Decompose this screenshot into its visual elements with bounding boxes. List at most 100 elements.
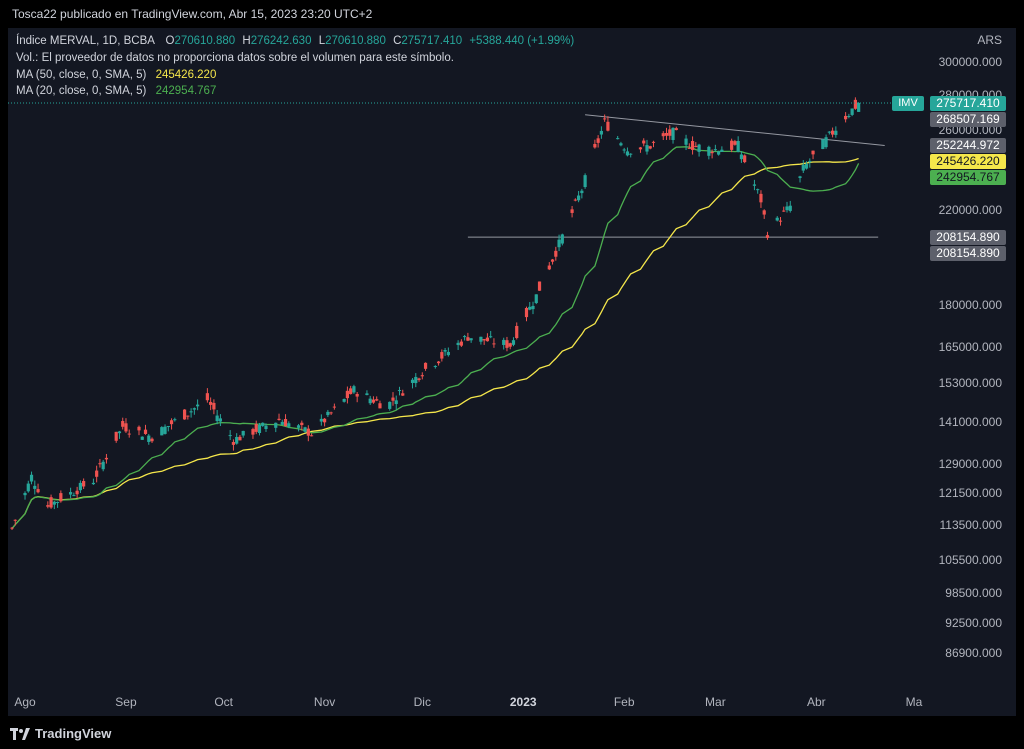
candle <box>212 399 216 415</box>
candle <box>241 430 245 438</box>
candle <box>368 395 372 405</box>
candle <box>446 347 450 357</box>
candle <box>254 420 258 435</box>
price-chart-svg[interactable] <box>8 28 1016 716</box>
time-axis-tick: Feb <box>613 695 635 709</box>
candle <box>10 526 14 531</box>
candle <box>599 126 603 139</box>
candle <box>547 262 551 271</box>
volume-legend-row: Vol.: El proveedor de datos no proporcio… <box>16 52 454 64</box>
price-axis-tick: 165000.000 <box>938 339 1002 354</box>
candle <box>485 333 490 342</box>
candle <box>804 161 809 170</box>
high-value: 276242.630 <box>250 35 312 47</box>
candle <box>801 160 805 173</box>
candle <box>528 302 532 311</box>
volume-note: Vol.: El proveedor de datos no proporcio… <box>16 52 454 64</box>
ma20-legend-row[interactable]: MA (20, close, 0, SMA, 5) 242954.767 <box>16 85 216 97</box>
candle <box>300 420 304 431</box>
candle <box>26 480 30 493</box>
candle <box>98 458 102 468</box>
candle <box>332 403 336 410</box>
candle <box>661 131 665 141</box>
low-value: 270610.880 <box>325 35 386 47</box>
candle <box>189 408 193 418</box>
candle <box>463 334 467 341</box>
currency-label: ARS <box>977 33 1002 47</box>
price-axis-tick: 141000.000 <box>938 414 1002 429</box>
ma20-value: 242954.767 <box>155 85 217 97</box>
symbol-name: Índice MERVAL, 1D, BCBA <box>16 35 155 47</box>
ma50-legend-row[interactable]: MA (50, close, 0, SMA, 5) 245426.220 <box>16 69 216 81</box>
candle <box>733 139 737 146</box>
candle <box>23 491 27 500</box>
candle <box>140 436 144 440</box>
time-axis-tick: Ago <box>14 695 36 709</box>
candle <box>436 360 441 366</box>
candle <box>788 200 792 213</box>
candle <box>182 409 187 420</box>
candle <box>736 136 740 153</box>
candle <box>524 306 529 322</box>
ma20-line[interactable] <box>11 146 860 530</box>
candle <box>573 198 577 202</box>
candle <box>274 422 278 433</box>
ma50-label: MA (50, close, 0, SMA, 5) <box>16 69 147 81</box>
candle <box>603 114 607 122</box>
candle <box>378 400 382 409</box>
candle <box>147 433 151 445</box>
candle <box>215 410 219 425</box>
footer-bar: TradingView <box>0 716 1024 749</box>
candle <box>648 145 652 150</box>
symbol-legend-row: Índice MERVAL, 1D, BCBA O270610.880 H276… <box>16 35 574 47</box>
candle <box>287 421 291 429</box>
candle <box>456 340 460 351</box>
candle <box>798 175 802 183</box>
candle <box>209 397 213 411</box>
time-axis-tick: 2023 <box>509 695 537 709</box>
candle <box>459 339 463 347</box>
candle <box>492 338 496 348</box>
candle <box>625 147 630 157</box>
candle <box>537 281 542 291</box>
price-axis-tick: 92500.000 <box>945 616 1002 631</box>
candle <box>280 419 284 426</box>
candle <box>778 217 783 226</box>
candle <box>583 173 587 189</box>
ma50-line[interactable] <box>11 157 859 530</box>
price-axis-tick: 153000.000 <box>938 375 1002 390</box>
candle <box>163 424 167 435</box>
candle <box>95 465 99 483</box>
candle <box>707 145 711 160</box>
chart-panel[interactable]: Índice MERVAL, 1D, BCBA O270610.880 H276… <box>8 28 1016 716</box>
candle <box>160 426 164 436</box>
price-tag: 208154.890 <box>930 229 1006 245</box>
price-axis-tick: 113500.000 <box>939 518 1002 533</box>
candle <box>739 151 744 163</box>
candle <box>296 423 301 432</box>
candle <box>730 138 734 153</box>
publisher-header: Tosca22 publicado en TradingView.com, Ab… <box>0 0 1024 28</box>
candle <box>469 338 473 343</box>
price-axis-tick: 300000.000 <box>938 54 1002 69</box>
candle <box>606 116 610 132</box>
candle <box>319 414 323 426</box>
tradingview-logo[interactable]: TradingView <box>10 726 111 741</box>
time-axis-tick: Nov <box>313 695 336 709</box>
close-value: 275717.410 <box>401 35 463 47</box>
candle <box>306 425 310 442</box>
candle <box>616 135 620 140</box>
price-tag: 208154.890 <box>930 245 1006 261</box>
candle <box>309 433 314 437</box>
candle <box>664 127 669 140</box>
candle <box>775 216 779 222</box>
candle <box>466 332 470 342</box>
candle <box>684 134 688 151</box>
trend-line[interactable] <box>585 114 885 146</box>
candle <box>186 415 190 420</box>
candle <box>720 146 724 152</box>
candle <box>143 424 148 435</box>
open-value: 270610.880 <box>174 35 236 47</box>
candle <box>101 459 105 472</box>
candle <box>853 97 857 110</box>
